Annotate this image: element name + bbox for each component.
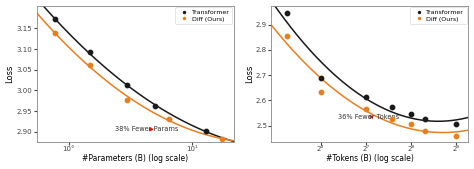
Point <box>151 104 158 107</box>
Point <box>283 35 291 37</box>
Point <box>51 32 58 35</box>
Point <box>452 123 460 126</box>
Point <box>407 113 415 116</box>
Point <box>218 138 225 140</box>
Point <box>362 95 370 98</box>
Point <box>388 105 396 108</box>
Point <box>421 129 429 132</box>
Point <box>407 123 415 126</box>
Point <box>452 135 460 137</box>
Point <box>317 76 324 79</box>
Point <box>51 18 58 21</box>
Point <box>165 117 173 120</box>
X-axis label: #Parameters (B) (log scale): #Parameters (B) (log scale) <box>82 154 188 163</box>
Point <box>388 118 396 121</box>
Point <box>123 98 131 101</box>
Legend: Transformer, Diff (Ours): Transformer, Diff (Ours) <box>410 7 466 24</box>
Point <box>362 108 370 111</box>
Text: 38% Fewer Params: 38% Fewer Params <box>115 126 178 132</box>
Point <box>86 63 94 66</box>
X-axis label: #Tokens (B) (log scale): #Tokens (B) (log scale) <box>326 154 414 163</box>
Point <box>317 90 324 93</box>
Legend: Transformer, Diff (Ours): Transformer, Diff (Ours) <box>175 7 232 24</box>
Point <box>86 51 94 54</box>
Point <box>123 84 131 87</box>
Point <box>283 12 291 15</box>
Y-axis label: Loss: Loss <box>245 65 254 83</box>
Text: 36% Fewer Tokens: 36% Fewer Tokens <box>338 114 400 120</box>
Point <box>202 130 210 132</box>
Y-axis label: Loss: Loss <box>6 65 15 83</box>
Point <box>421 118 429 121</box>
